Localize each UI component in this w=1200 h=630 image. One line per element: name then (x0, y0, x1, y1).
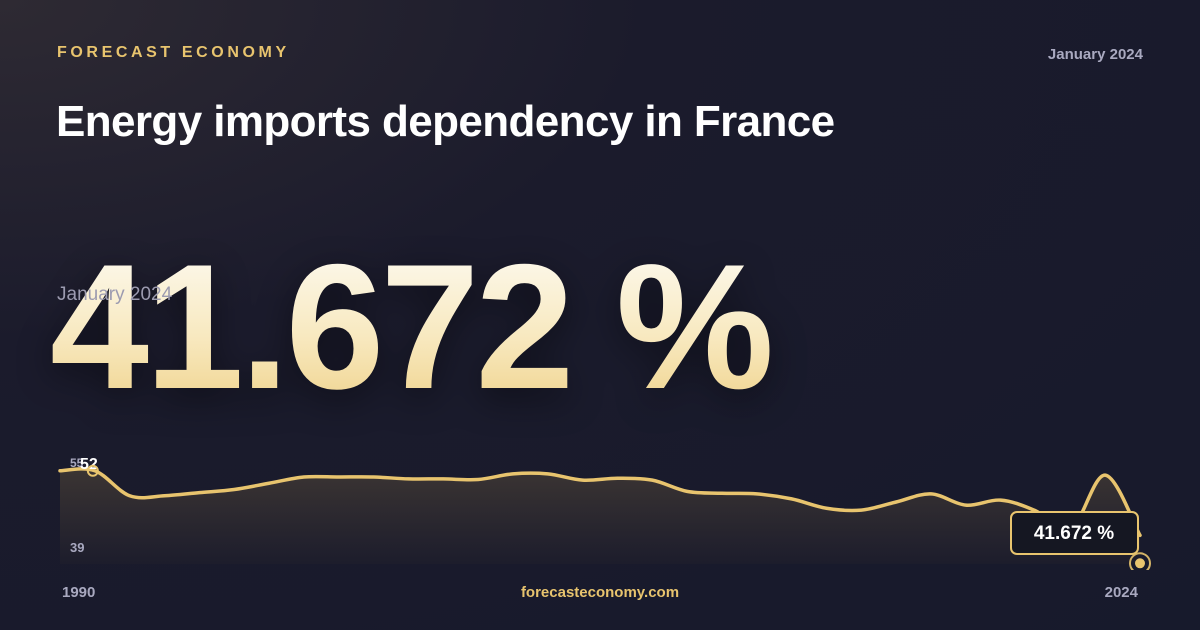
y-tick-label: 39 (70, 540, 84, 555)
last-value-box (1010, 511, 1139, 555)
page-title: Energy imports dependency in France (56, 97, 835, 146)
series-line (58, 467, 1142, 538)
report-date: January 2024 (1047, 46, 1143, 63)
x-axis-start-label: 1990 (62, 584, 96, 601)
last-point-marker (1135, 558, 1145, 569)
y-tick-label: 55 (70, 456, 84, 470)
last-value-label: 41.672 % (1034, 523, 1114, 544)
max-value-label: 52 (80, 456, 98, 473)
max-point-marker (86, 464, 99, 477)
brand-name: FORECAST ECONOMY (57, 44, 290, 61)
website-link[interactable]: forecasteconomy.com (520, 584, 680, 601)
x-axis-end-label: 2024 (1104, 584, 1138, 601)
last-point-ring (1129, 552, 1151, 570)
last-value-callout: 41.672 % (1010, 511, 1139, 555)
area-fill (60, 468, 1140, 564)
area-chart: 55 39 52 41.672 % (58, 456, 1151, 570)
headline-value: 41.672 % (50, 227, 774, 426)
headline-date: January 2024 (57, 284, 173, 305)
